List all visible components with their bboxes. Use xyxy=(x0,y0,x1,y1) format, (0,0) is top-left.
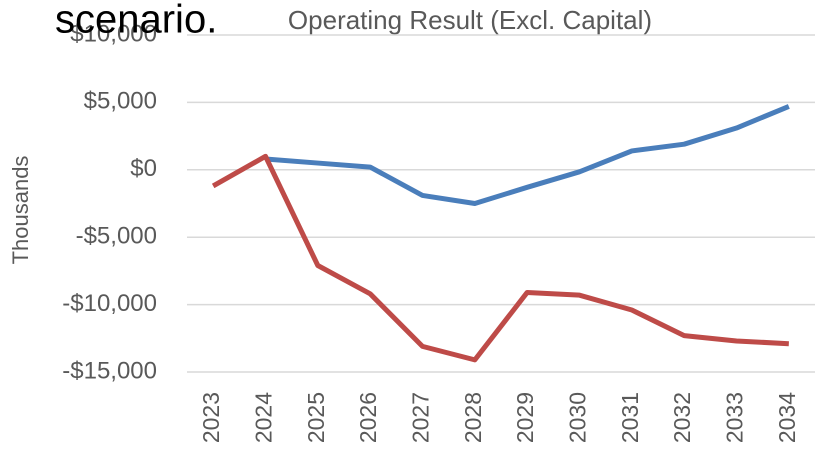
x-tick-label: 2034 xyxy=(774,392,800,443)
y-tick-label: -$10,000 xyxy=(62,290,157,317)
x-tick-label: 2026 xyxy=(355,392,381,443)
x-tick-label: 2029 xyxy=(512,392,538,443)
x-tick-label: 2024 xyxy=(251,392,277,443)
x-tick-label: 2028 xyxy=(460,392,486,443)
x-tick-label: 2032 xyxy=(669,392,695,443)
series-line xyxy=(211,153,789,363)
x-tick-label: 2027 xyxy=(408,392,434,443)
annotation: scenario. xyxy=(55,0,217,42)
series-line xyxy=(265,104,790,206)
x-tick-label: 2025 xyxy=(303,392,329,443)
y-axis-label: Thousands xyxy=(8,156,33,265)
y-tick-label: -$15,000 xyxy=(62,357,157,384)
x-tick-label: 2023 xyxy=(198,392,224,443)
x-tick-label: 2031 xyxy=(617,392,643,443)
y-tick-label: $0 xyxy=(130,155,157,182)
x-tick-label: 2033 xyxy=(722,392,748,443)
y-tick-label: $5,000 xyxy=(84,88,157,115)
x-tick-label: 2030 xyxy=(565,392,591,443)
y-tick-label: -$5,000 xyxy=(76,223,157,250)
y-tick-label: $10,000 xyxy=(70,20,157,47)
chart-title: Operating Result (Excl. Capital) xyxy=(288,5,652,35)
